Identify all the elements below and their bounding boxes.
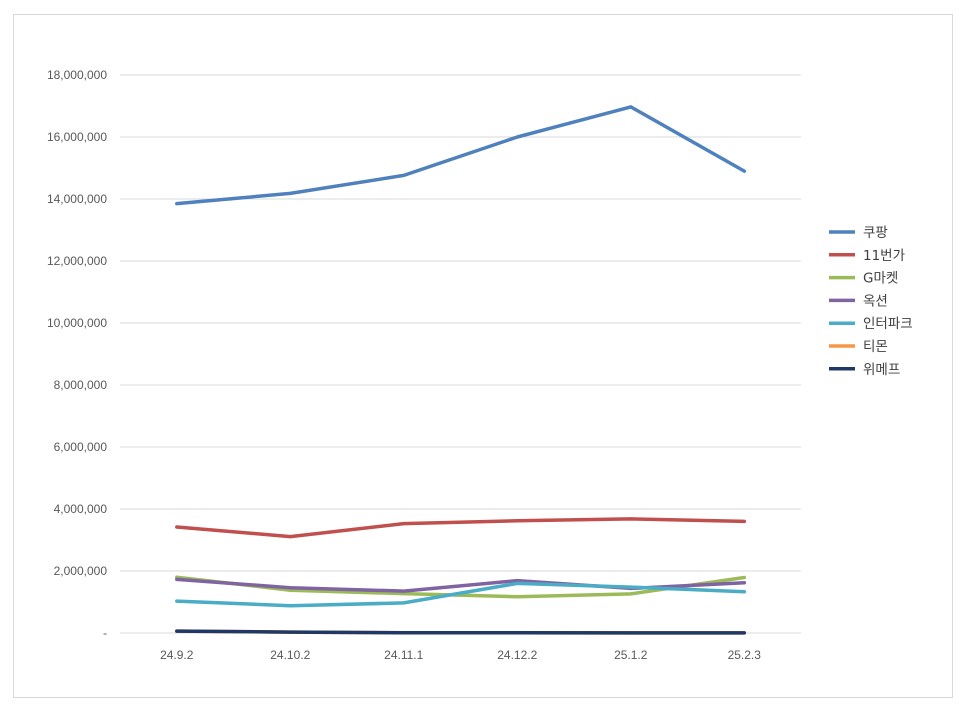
y-tick-label: - bbox=[103, 626, 107, 640]
x-tick-label: 24.10.2 bbox=[270, 648, 310, 662]
legend-label: 11번가 bbox=[863, 248, 905, 264]
y-tick-label: 6,000,000 bbox=[54, 440, 108, 454]
legend-label: 티몬 bbox=[863, 339, 888, 355]
x-tick-label: 24.11.1 bbox=[384, 648, 423, 662]
y-tick-label: 10,000,000 bbox=[47, 316, 107, 330]
series-line-7 bbox=[175, 629, 747, 635]
x-tick-label: 25.2.3 bbox=[728, 648, 762, 662]
y-axis-tick-labels: - 2,000,000 4,000,000 6,000,000 8,000,000 10,… bbox=[47, 68, 107, 640]
legend-label: 위메프 bbox=[863, 362, 900, 378]
y-tick-label: 18,000,000 bbox=[47, 68, 107, 82]
series-line-5 bbox=[175, 581, 747, 608]
gridlines bbox=[120, 74, 801, 634]
y-tick-label: 8,000,000 bbox=[54, 378, 108, 392]
y-tick-label: 12,000,000 bbox=[47, 254, 107, 268]
x-tick-label: 24.12.2 bbox=[497, 648, 537, 662]
legend-label: 옥션 bbox=[863, 293, 888, 309]
x-tick-label: 24.9.2 bbox=[160, 648, 194, 662]
series-line-1 bbox=[175, 105, 747, 206]
legend-label: G마켓 bbox=[863, 271, 898, 287]
y-tick-label: 4,000,000 bbox=[54, 502, 108, 516]
y-tick-label: 16,000,000 bbox=[47, 130, 107, 144]
legend-label: 쿠팡 bbox=[863, 225, 888, 241]
legend-label: 인터파크 bbox=[863, 316, 913, 332]
y-tick-label: 14,000,000 bbox=[47, 192, 107, 206]
x-tick-label: 25.1.2 bbox=[614, 648, 648, 662]
x-axis-tick-labels: 24.9.2 24.10.2 24.11.1 24.12.2 25.1.2 25.2.3 bbox=[160, 648, 761, 662]
series-lines bbox=[175, 105, 747, 635]
series-line-2 bbox=[175, 517, 747, 539]
y-tick-label: 2,000,000 bbox=[54, 564, 108, 578]
